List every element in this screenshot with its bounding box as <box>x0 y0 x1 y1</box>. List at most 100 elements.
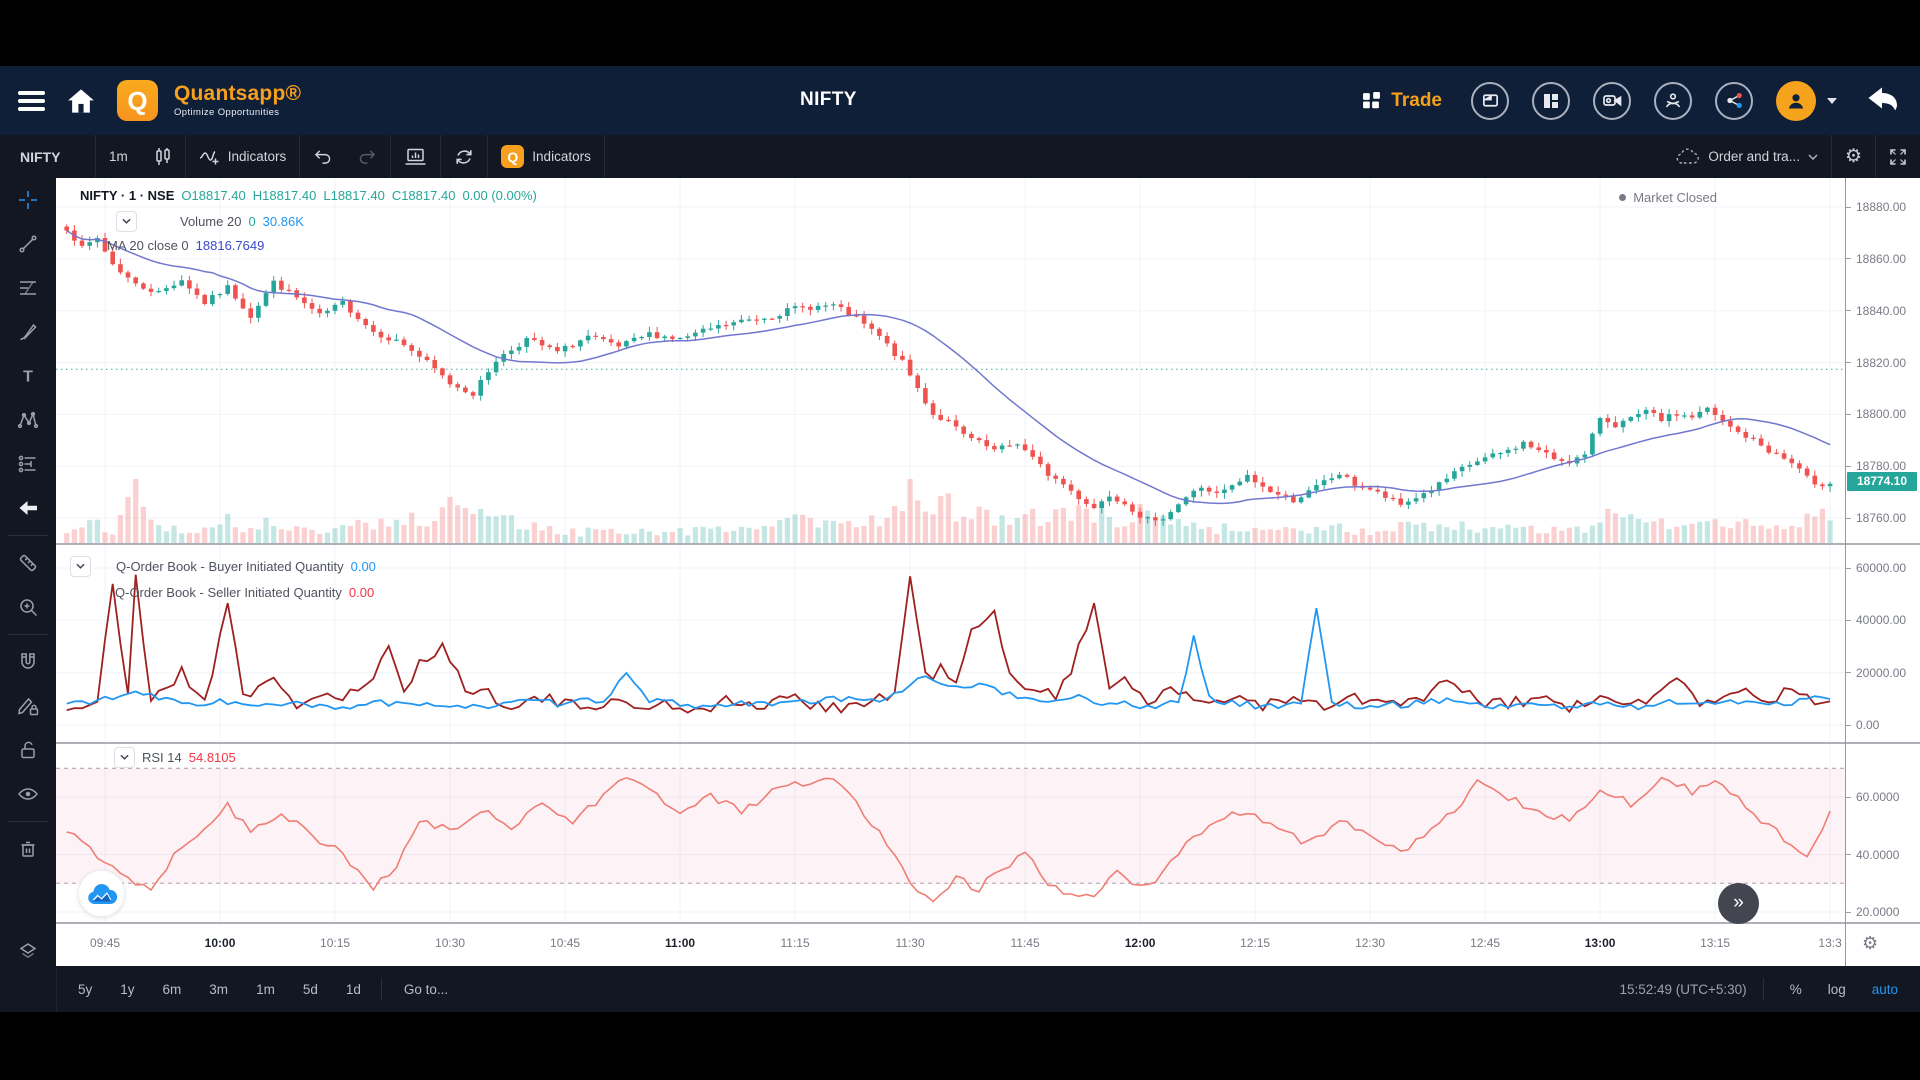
undo-button[interactable] <box>300 135 345 178</box>
compare-indicators-button[interactable]: Indicators <box>186 135 300 178</box>
price-axis-border <box>1845 178 1846 966</box>
orderbook-pane[interactable]: Q-Order Book - Buyer Initiated Quantity … <box>56 543 1845 742</box>
time-tick-label: 10:45 <box>550 936 581 950</box>
range-6m[interactable]: 6m <box>153 976 192 1003</box>
axis-tick-label: 18820.00 <box>1846 356 1906 370</box>
multi-window-button[interactable] <box>1471 81 1509 120</box>
learn-button[interactable] <box>1654 81 1692 120</box>
orderbook-chart-canvas[interactable] <box>56 543 1845 742</box>
time-axis-settings-button[interactable]: ⚙ <box>1856 932 1884 955</box>
trade-button[interactable]: Trade <box>1356 89 1448 113</box>
orderbook-legend: Q-Order Book - Buyer Initiated Quantity … <box>70 555 376 603</box>
tool-ruler[interactable] <box>0 541 56 585</box>
account-button[interactable] <box>1776 80 1816 121</box>
range-1m[interactable]: 1m <box>246 976 285 1003</box>
tool-zoom-in[interactable] <box>0 585 56 629</box>
log-scale-button[interactable]: log <box>1818 976 1856 1003</box>
tool-xabcd-pattern[interactable] <box>0 398 56 442</box>
time-tick-label: 11:15 <box>780 936 810 950</box>
q-indicators-label: Indicators <box>532 149 591 164</box>
auto-scale-button[interactable]: auto <box>1862 976 1908 1003</box>
magnet-icon <box>21 653 35 669</box>
time-tick-label: 11:30 <box>895 936 925 950</box>
video-button[interactable] <box>1593 81 1631 120</box>
chevron-down-icon <box>1808 153 1818 160</box>
ob-buyer-value: 0.00 <box>350 558 376 574</box>
tool-fib-retracement[interactable] <box>0 266 56 310</box>
menu-button[interactable] <box>14 87 49 115</box>
tool-delete-drawings[interactable] <box>0 827 56 871</box>
quantsapp-logo[interactable]: Q <box>117 80 158 121</box>
candles-icon <box>156 148 170 165</box>
share-button[interactable] <box>1715 81 1753 120</box>
publish-cloud-button[interactable] <box>78 870 125 917</box>
tool-trend-line[interactable] <box>0 222 56 266</box>
range-1d[interactable]: 1d <box>336 976 371 1003</box>
tool-magnet[interactable] <box>0 640 56 684</box>
axis-tick-label: 20000.00 <box>1846 666 1906 680</box>
tool-drawing-lock[interactable] <box>0 684 56 728</box>
chart-settings-button[interactable]: ⚙ <box>1832 135 1875 178</box>
price-axis[interactable]: 18880.00 18860.00 18840.00 18820.00 18800.00… <box>1846 178 1920 922</box>
goto-button[interactable]: Go to... <box>392 976 460 1003</box>
symbol-button[interactable]: NIFTY <box>0 135 95 178</box>
avatar-icon <box>1788 93 1804 108</box>
percent-scale-button[interactable]: % <box>1780 976 1812 1003</box>
refresh-button[interactable] <box>441 135 487 178</box>
price-chart-canvas[interactable] <box>56 178 1845 543</box>
order-panel-button[interactable]: Order and tra... <box>1663 135 1831 178</box>
snapshot-button[interactable] <box>391 135 440 178</box>
back-button[interactable] <box>1860 82 1904 120</box>
range-5d[interactable]: 5d <box>293 976 328 1003</box>
pane-separator[interactable] <box>56 543 1920 545</box>
rsi-chart-canvas[interactable] <box>56 742 1845 922</box>
zoom-in-icon <box>20 599 38 617</box>
volume-legend-label: Volume 20 <box>180 213 242 229</box>
chart-style-button[interactable] <box>141 135 185 178</box>
go-to-realtime-button[interactable]: » <box>1718 883 1759 924</box>
axis-tick-label: 40.0000 <box>1846 848 1899 862</box>
pane-separator[interactable] <box>56 742 1920 744</box>
axis-tick-label: 18760.00 <box>1846 511 1906 525</box>
unlock-icon <box>21 741 35 759</box>
brand-block: Quantsapp® Optimize Opportunities <box>174 83 301 117</box>
legend-high: H18817.40 <box>252 187 317 203</box>
tool-text[interactable]: T <box>0 354 56 398</box>
account-caret-icon[interactable] <box>1827 97 1837 104</box>
price-pane[interactable]: NIFTY · 1 · NSE O18817.40 H18817.40 L188… <box>56 178 1845 543</box>
rsi-pane[interactable]: RSI 14 54.8105 » <box>56 742 1845 924</box>
layout-grid-button[interactable] <box>1532 81 1570 120</box>
tool-hide-drawings[interactable] <box>0 772 56 816</box>
multi-window-icon <box>1482 94 1498 107</box>
q-chip-icon: Q <box>501 145 525 168</box>
home-button[interactable] <box>63 84 99 118</box>
trend-line-icon <box>19 235 37 253</box>
fullscreen-button[interactable] <box>1876 135 1920 178</box>
volume-collapse-button[interactable] <box>116 210 137 232</box>
tool-brush[interactable] <box>0 310 56 354</box>
ma-legend-value: 18816.7649 <box>195 237 265 253</box>
top-nav: Q Quantsapp® Optimize Opportunities NIFT… <box>0 66 1920 135</box>
q-indicators-button[interactable]: Q Indicators <box>488 135 604 178</box>
brush-icon <box>20 323 37 341</box>
drawing-lock-icon <box>18 697 39 716</box>
axis-tick-label: 20.0000 <box>1846 905 1899 919</box>
cloud-chart-logo-icon <box>87 883 117 904</box>
tool-unlock[interactable] <box>0 728 56 772</box>
rsi-collapse-button[interactable] <box>114 746 135 768</box>
tool-crosshair[interactable] <box>0 178 56 222</box>
refresh-icon <box>456 149 472 164</box>
tool-object-tree[interactable] <box>0 930 56 974</box>
tool-arrow-left[interactable] <box>0 486 56 530</box>
orderbook-collapse-button[interactable] <box>70 555 91 577</box>
redo-button[interactable] <box>345 135 390 178</box>
layout-grid-icon <box>1544 93 1558 108</box>
range-5y[interactable]: 5y <box>68 976 102 1003</box>
time-axis[interactable]: ⚙ 09:45 10:00 10:15 10:30 10:45 11:00 11:15 11:… <box>56 922 1920 966</box>
interval-button[interactable]: 1m <box>96 135 141 178</box>
tool-forecast[interactable] <box>0 442 56 486</box>
range-1y[interactable]: 1y <box>110 976 144 1003</box>
range-3m[interactable]: 3m <box>199 976 238 1003</box>
drawing-toolbar: T <box>0 178 57 1012</box>
learn-icon <box>1665 92 1681 107</box>
